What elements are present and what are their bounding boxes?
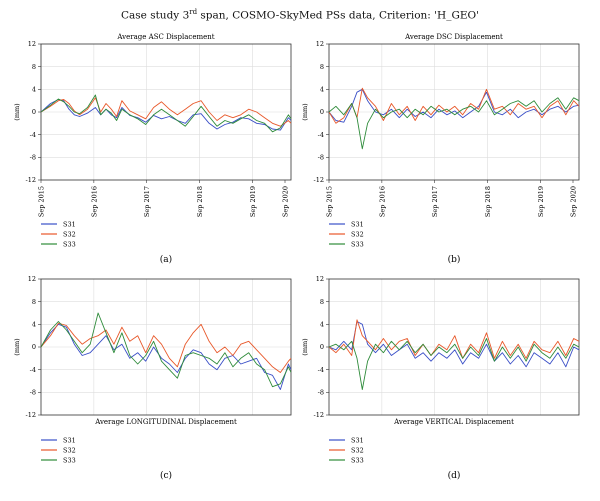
series-line-s33 xyxy=(41,312,291,388)
chart-title: Average VERTICAL Displacement xyxy=(393,418,514,426)
chart-title: Average LONGITUDINAL Displacement xyxy=(94,418,237,426)
x-tick-label: Sep 2016 xyxy=(90,186,98,217)
y-tick-label: 0 xyxy=(320,343,324,351)
y-tick-label: -12 xyxy=(26,176,36,184)
series-line-s31 xyxy=(329,321,579,368)
y-tick-label: -4 xyxy=(318,131,324,139)
x-tick-label: Sep 2015 xyxy=(326,186,334,217)
legend-label-s31: S31 xyxy=(351,220,364,228)
x-tick-label: Sep 2017 xyxy=(431,186,439,217)
series-line-s32 xyxy=(41,97,291,127)
legend-label-s33: S33 xyxy=(63,240,76,248)
x-tick-label: Sep 2020 xyxy=(282,186,290,217)
y-tick-label: 12 xyxy=(28,40,36,48)
x-tick-label: Sep 2020 xyxy=(570,186,578,217)
y-axis-label: (mm) xyxy=(13,338,21,356)
y-tick-label: -8 xyxy=(318,154,324,162)
y-tick-label: 8 xyxy=(320,298,324,306)
x-tick-label: Sep 2019 xyxy=(249,186,257,217)
x-tick-label: Sep 2019 xyxy=(537,186,545,217)
chart-title: Average ASC Displacement xyxy=(116,33,214,41)
y-tick-label: 8 xyxy=(32,63,36,71)
legend-label-s31: S31 xyxy=(63,220,76,228)
series-line-s33 xyxy=(329,338,579,390)
legend-label-s31: S31 xyxy=(351,436,364,444)
y-tick-label: -4 xyxy=(30,366,36,374)
y-tick-label: 12 xyxy=(316,40,324,48)
y-tick-label: 12 xyxy=(28,275,36,283)
y-tick-label: 8 xyxy=(320,63,324,71)
panel-caption: (d) xyxy=(448,470,461,481)
panel-caption: (c) xyxy=(160,470,172,481)
series-line-s33 xyxy=(41,94,291,133)
x-tick-label: Sep 2016 xyxy=(378,186,386,217)
x-tick-label: Sep 2018 xyxy=(196,186,204,217)
legend-label-s31: S31 xyxy=(63,436,76,444)
y-tick-label: -8 xyxy=(30,154,36,162)
x-tick-label: Sep 2018 xyxy=(484,186,492,217)
series-line-s31 xyxy=(41,99,291,131)
y-tick-label: -8 xyxy=(30,389,36,397)
y-tick-label: 12 xyxy=(316,275,324,283)
chart-title: Average DSC Displacement xyxy=(404,33,503,41)
legend-label-s32: S32 xyxy=(351,446,364,454)
y-tick-label: 4 xyxy=(32,86,36,94)
x-tick-label: Sep 2017 xyxy=(143,186,151,217)
y-tick-label: -12 xyxy=(314,411,324,419)
panel-caption: (b) xyxy=(448,254,461,265)
series-line-s33 xyxy=(329,97,579,150)
legend-label-s33: S33 xyxy=(351,456,364,464)
series-line-s32 xyxy=(41,322,291,373)
legend-label-s32: S32 xyxy=(63,446,76,454)
x-tick-label: Sep 2015 xyxy=(38,186,46,217)
y-tick-label: 0 xyxy=(32,108,36,116)
y-axis-label: (mm) xyxy=(301,338,309,356)
y-tick-label: 4 xyxy=(320,321,324,329)
series-line-s31 xyxy=(41,323,291,390)
y-axis-label: (mm) xyxy=(13,103,21,121)
series-line-s32 xyxy=(329,319,579,359)
y-tick-label: 4 xyxy=(32,321,36,329)
legend-label-s32: S32 xyxy=(63,230,76,238)
y-tick-label: 4 xyxy=(320,86,324,94)
figure-title: Case study 3rd span, COSMO-SkyMed PSs da… xyxy=(120,8,480,22)
y-tick-label: -4 xyxy=(318,366,324,374)
y-tick-label: -12 xyxy=(314,176,324,184)
legend-label-s32: S32 xyxy=(351,230,364,238)
y-tick-label: -12 xyxy=(26,411,36,419)
series-line-s32 xyxy=(329,87,579,124)
legend-label-s33: S33 xyxy=(351,240,364,248)
y-tick-label: 8 xyxy=(32,298,36,306)
y-axis-label: (mm) xyxy=(301,103,309,121)
panel-caption: (a) xyxy=(160,254,172,265)
y-tick-label: -8 xyxy=(318,389,324,397)
y-tick-label: 0 xyxy=(32,343,36,351)
y-tick-label: 0 xyxy=(320,108,324,116)
legend-label-s33: S33 xyxy=(63,456,76,464)
y-tick-label: -4 xyxy=(30,131,36,139)
